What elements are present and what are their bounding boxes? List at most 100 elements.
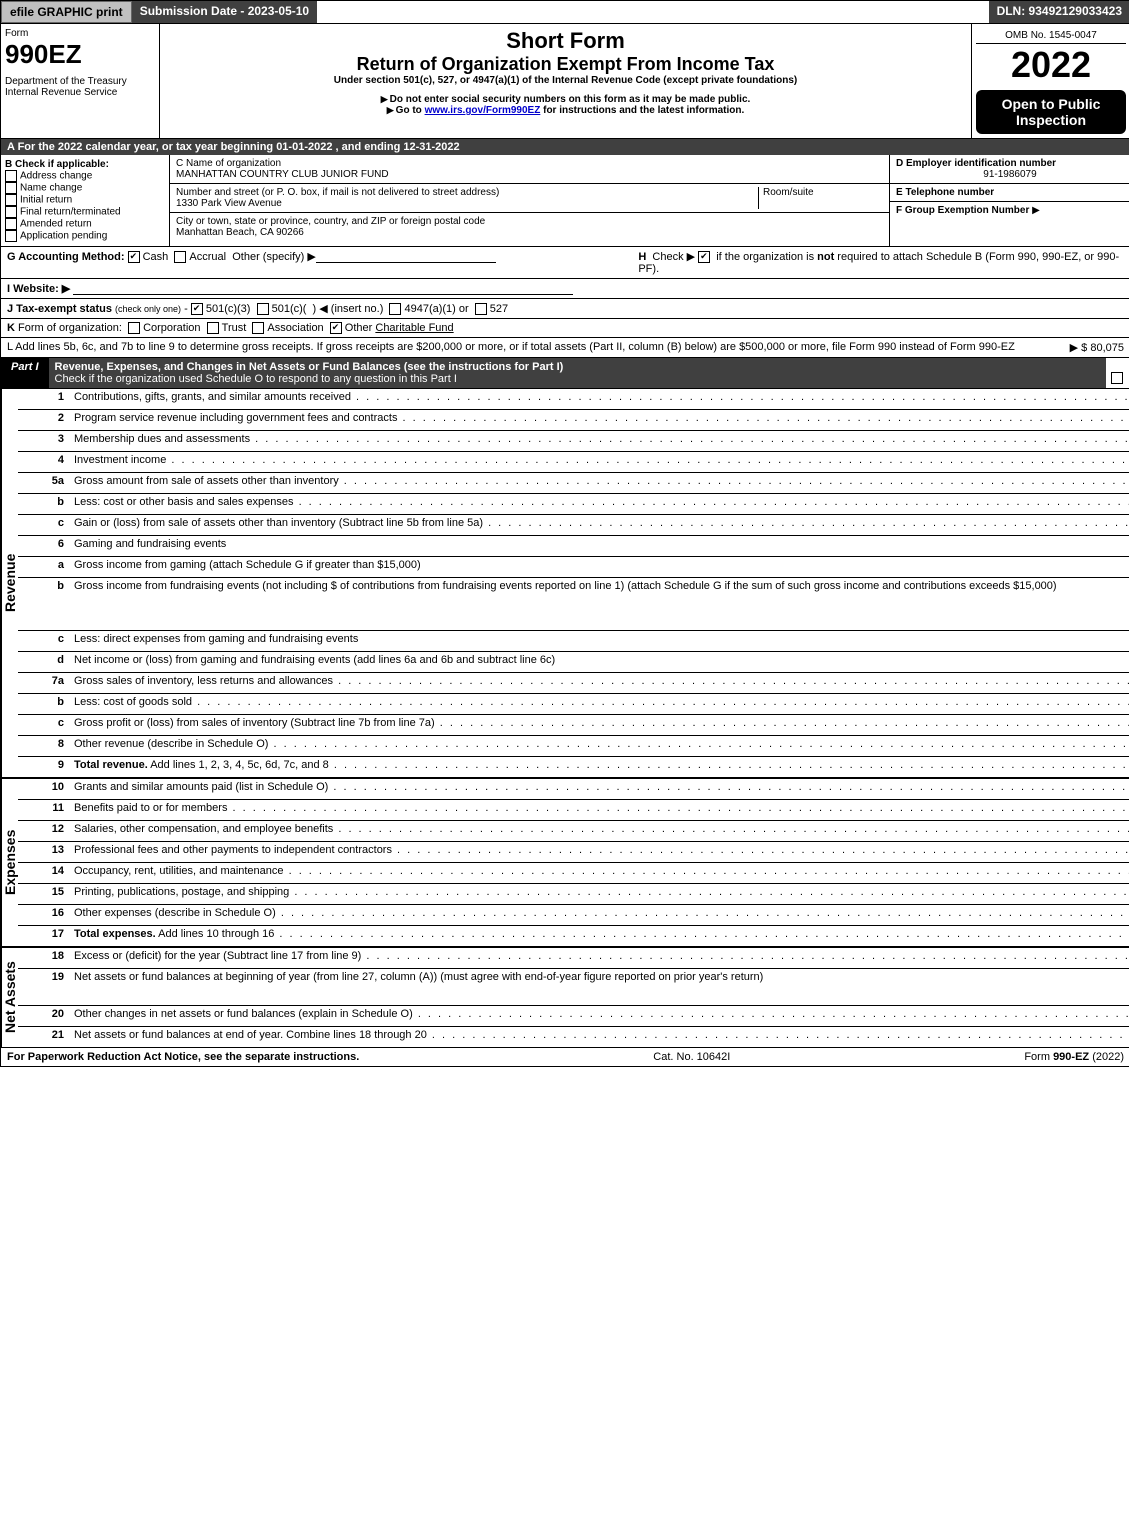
- website-blank: [73, 282, 573, 295]
- check-cash[interactable]: [128, 251, 140, 263]
- accrual-label: Accrual: [189, 251, 226, 263]
- expenses-lines: 10 Grants and similar amounts paid (list…: [18, 779, 1129, 946]
- line-7a-num: 7a: [18, 673, 70, 693]
- net-assets-vert-label: Net Assets: [1, 948, 18, 1047]
- line-16-desc: Other expenses (describe in Schedule O): [70, 905, 1129, 925]
- check-final-return-label: Final return/terminated: [20, 207, 121, 218]
- form-word: Form: [5, 28, 155, 39]
- irs-link[interactable]: www.irs.gov/Form990EZ: [425, 105, 541, 116]
- line-2: 2 Program service revenue including gove…: [18, 410, 1129, 431]
- ein-value: 91-1986079: [896, 169, 1124, 180]
- check-501c3[interactable]: [191, 303, 203, 315]
- box-j: J Tax-exempt status (check only one) - 5…: [1, 299, 1129, 319]
- city-label: City or town, state or province, country…: [176, 216, 883, 227]
- info-grid: B Check if applicable: Address change Na…: [1, 155, 1129, 247]
- line-15-desc: Printing, publications, postage, and shi…: [70, 884, 1129, 904]
- website-label: I Website: ▶: [7, 283, 70, 295]
- dept-treasury: Department of the Treasury: [5, 76, 155, 87]
- line-10-desc: Grants and similar amounts paid (list in…: [70, 779, 1129, 799]
- line-14-desc: Occupancy, rent, utilities, and maintena…: [70, 863, 1129, 883]
- line-6-desc: Gaming and fundraising events: [70, 536, 1129, 556]
- line-14-num: 14: [18, 863, 70, 883]
- check-corporation[interactable]: [128, 322, 140, 334]
- check-final-return[interactable]: Final return/terminated: [5, 206, 165, 218]
- main-title: Return of Organization Exempt From Incom…: [164, 54, 967, 75]
- check-address-change-label: Address change: [20, 171, 92, 182]
- line-11-num: 11: [18, 800, 70, 820]
- form-header: Form 990EZ Department of the Treasury In…: [1, 24, 1129, 139]
- line-18-num: 18: [18, 948, 70, 968]
- line-15-num: 15: [18, 884, 70, 904]
- ssn-warning-text: Do not enter social security numbers on …: [390, 94, 751, 105]
- check-527[interactable]: [475, 303, 487, 315]
- group-exemption-label: F Group Exemption Number: [896, 205, 1029, 216]
- ssn-warning: Do not enter social security numbers on …: [164, 94, 967, 105]
- footer-form-bold: 990-EZ: [1053, 1051, 1089, 1063]
- box-f: F Group Exemption Number ▶: [890, 202, 1129, 219]
- line-6a-num: a: [18, 557, 70, 577]
- line-17: 17 Total expenses. Add lines 10 through …: [18, 926, 1129, 946]
- line-3: 3 Membership dues and assessments 3: [18, 431, 1129, 452]
- line-19: 19 Net assets or fund balances at beginn…: [18, 969, 1129, 1006]
- check-501c[interactable]: [257, 303, 269, 315]
- efile-print-button[interactable]: efile GRAPHIC print: [1, 1, 132, 23]
- part-1-title-text: Revenue, Expenses, and Changes in Net As…: [55, 361, 564, 373]
- gh-row: G Accounting Method: Cash Accrual Other …: [1, 247, 1129, 279]
- line-8-num: 8: [18, 736, 70, 756]
- line-5b: b Less: cost or other basis and sales ex…: [18, 494, 1129, 515]
- check-accrual[interactable]: [174, 251, 186, 263]
- dln-label: DLN: 93492129033423: [989, 1, 1129, 23]
- revenue-lines: 1 Contributions, gifts, grants, and simi…: [18, 389, 1129, 777]
- net-assets-section: Net Assets 18 Excess or (deficit) for th…: [1, 948, 1129, 1048]
- box-g-label: G Accounting Method:: [7, 251, 125, 263]
- line-7a: 7a Gross sales of inventory, less return…: [18, 673, 1129, 694]
- other-specify-label: Other (specify) ▶: [232, 251, 316, 263]
- line-7c-num: c: [18, 715, 70, 735]
- line-12-desc: Salaries, other compensation, and employ…: [70, 821, 1129, 841]
- city-value: Manhattan Beach, CA 90266: [176, 227, 883, 238]
- check-association[interactable]: [252, 322, 264, 334]
- line-6b-desc: Gross income from fundraising events (no…: [70, 578, 1129, 630]
- box-c: C Name of organization MANHATTAN COUNTRY…: [170, 155, 889, 246]
- expenses-section: Expenses 10 Grants and similar amounts p…: [1, 779, 1129, 948]
- open-public-badge: Open to Public Inspection: [976, 90, 1126, 134]
- check-application-pending[interactable]: Application pending: [5, 230, 165, 242]
- check-schedule-b[interactable]: [698, 251, 710, 263]
- part-1-check-text: Check if the organization used Schedule …: [55, 373, 457, 385]
- line-6-num: 6: [18, 536, 70, 556]
- org-name-row: C Name of organization MANHATTAN COUNTRY…: [170, 155, 889, 184]
- line-21-desc: Net assets or fund balances at end of ye…: [70, 1027, 1129, 1047]
- other-specify-blank: [316, 250, 496, 263]
- line-4-desc: Investment income: [70, 452, 1129, 472]
- line-13: 13 Professional fees and other payments …: [18, 842, 1129, 863]
- check-trust[interactable]: [207, 322, 219, 334]
- part-1-label: Part I: [1, 358, 49, 388]
- check-address-change[interactable]: Address change: [5, 170, 165, 182]
- check-amended-return[interactable]: Amended return: [5, 218, 165, 230]
- line-6d: d Net income or (loss) from gaming and f…: [18, 652, 1129, 673]
- part-1-checkbox-cell: [1106, 358, 1129, 388]
- form-number: 990EZ: [5, 39, 155, 70]
- cash-label: Cash: [143, 251, 169, 263]
- line-19-num: 19: [18, 969, 70, 1005]
- check-4947[interactable]: [389, 303, 401, 315]
- footer-formref: Form 990-EZ (2022): [1024, 1051, 1124, 1063]
- check-name-change-label: Name change: [20, 183, 82, 194]
- arrow-icon: ▶: [1032, 205, 1040, 216]
- line-8: 8 Other revenue (describe in Schedule O)…: [18, 736, 1129, 757]
- line-17-num: 17: [18, 926, 70, 946]
- check-schedule-o[interactable]: [1111, 372, 1123, 384]
- line-1-desc: Contributions, gifts, grants, and simila…: [70, 389, 1129, 409]
- line-11: 11 Benefits paid to or for members 11 51…: [18, 800, 1129, 821]
- box-e: E Telephone number: [890, 184, 1129, 202]
- line-6c-num: c: [18, 631, 70, 651]
- form-id-box: Form 990EZ Department of the Treasury In…: [1, 24, 160, 138]
- check-name-change[interactable]: Name change: [5, 182, 165, 194]
- check-initial-return[interactable]: Initial return: [5, 194, 165, 206]
- line-5c-desc: Gain or (loss) from sale of assets other…: [70, 515, 1129, 535]
- footer-form-pre: Form: [1024, 1051, 1053, 1063]
- check-amended-return-label: Amended return: [20, 219, 92, 230]
- box-def: D Employer identification number 91-1986…: [889, 155, 1129, 246]
- check-other-org[interactable]: [330, 322, 342, 334]
- line-1: 1 Contributions, gifts, grants, and simi…: [18, 389, 1129, 410]
